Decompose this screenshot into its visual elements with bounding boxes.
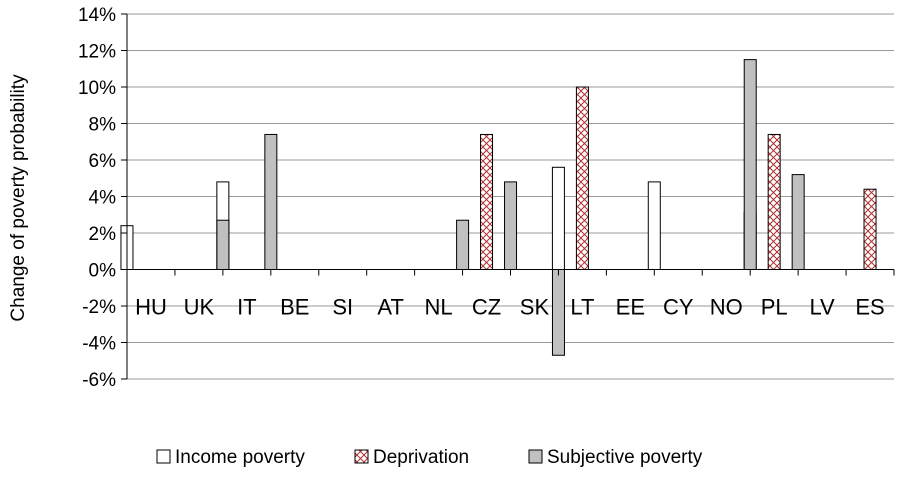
category-label: CZ	[472, 295, 501, 320]
y-tick-label: 4%	[89, 188, 117, 209]
category-label: SK	[520, 295, 550, 320]
subjective-poverty-bar-nl	[456, 219, 470, 271]
legend-label: Subjective poverty	[547, 447, 703, 468]
subjective-poverty-bar-cz	[504, 181, 518, 270]
income-poverty-bar-cy	[647, 181, 661, 270]
subjective-poverty-bar-pl	[791, 174, 805, 271]
category-label: AT	[377, 295, 403, 320]
legend-label: Income poverty	[175, 447, 305, 468]
category-label: LV	[809, 295, 835, 320]
category-label: LT	[570, 295, 594, 320]
legend-swatch	[354, 449, 369, 464]
category-label: BE	[280, 295, 309, 320]
category-label: ES	[855, 295, 884, 320]
y-tick-label: -4%	[82, 334, 116, 355]
subjective-poverty-bar-sk	[551, 269, 565, 356]
y-tick-label: -6%	[82, 370, 116, 391]
deprivation-bar-es	[863, 188, 877, 270]
category-label: NO	[710, 295, 743, 320]
y-tick-label: 6%	[89, 151, 117, 172]
category-label: PL	[761, 295, 788, 320]
category-labels: HU UK IT BE SI AT NL CZ SK LT EE CY NO PL LV ES	[135, 295, 885, 320]
y-axis-title: Change of poverty probability	[8, 74, 29, 322]
category-label: IT	[237, 295, 257, 320]
category-label: NL	[425, 295, 453, 320]
subjective-poverty-bar-it	[264, 133, 278, 270]
y-tick-labels: -6% -4% -2% 0% 2% 4% 6% 8% 10% 12% 14%	[78, 5, 127, 391]
deprivation-bar-lt	[575, 86, 589, 270]
category-label: HU	[135, 295, 167, 320]
subjective-poverty-bar-no	[743, 59, 757, 270]
subjective-poverty-bar-uk	[216, 219, 230, 271]
y-tick-label: 8%	[89, 115, 117, 136]
deprivation-bar-pl	[767, 133, 781, 270]
category-label: EE	[616, 295, 645, 320]
legend-label: Deprivation	[373, 447, 469, 468]
legend-swatch	[156, 449, 171, 464]
y-tick-label: 12%	[78, 42, 116, 63]
y-tick-label: 10%	[78, 78, 116, 99]
y-tick-label: 14%	[78, 5, 116, 26]
deprivation-bar-cz	[480, 133, 494, 270]
category-label: UK	[184, 295, 215, 320]
y-tick-label: 0%	[89, 261, 117, 282]
income-poverty-bar-lt	[551, 166, 565, 270]
legend: Income poverty Deprivation Subjective pove…	[156, 447, 703, 468]
y-tick-label: 2%	[89, 224, 117, 245]
legend-swatch	[528, 449, 543, 464]
category-label: CY	[663, 295, 694, 320]
y-tick-label: -2%	[82, 297, 116, 318]
category-label: SI	[332, 295, 353, 320]
